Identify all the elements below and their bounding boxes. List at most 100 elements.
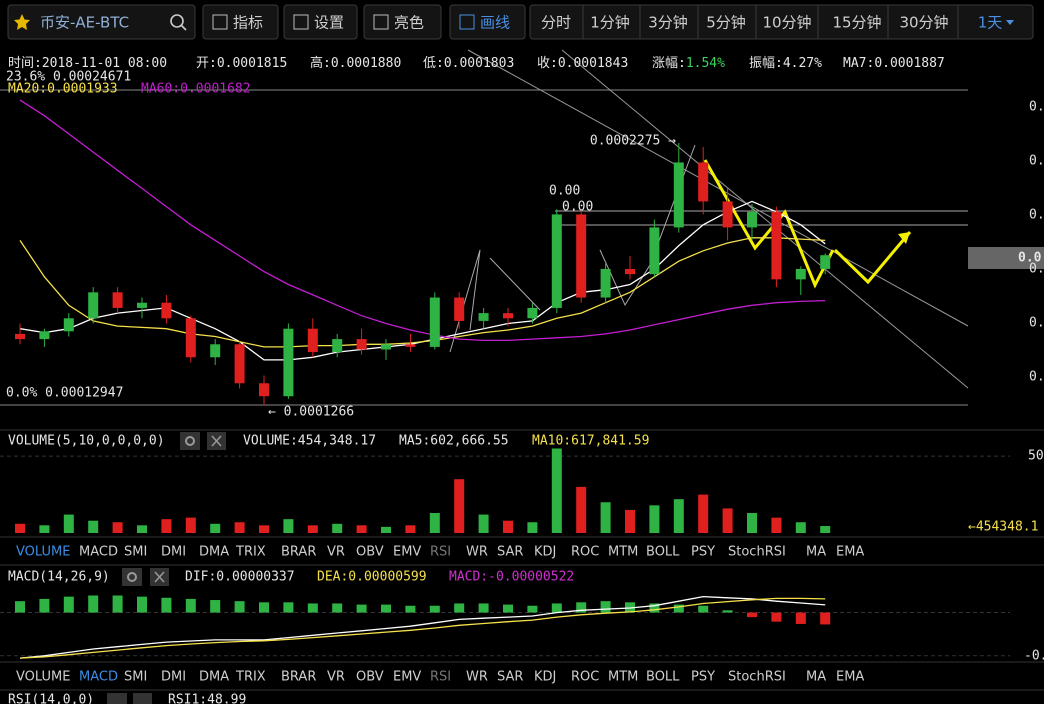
star-icon[interactable] bbox=[14, 14, 30, 30]
period-tab[interactable]: 1分钟 bbox=[590, 14, 630, 32]
indicator-tab[interactable]: BRAR bbox=[281, 545, 316, 560]
candle-body bbox=[795, 268, 806, 280]
period-tab[interactable]: 10分钟 bbox=[762, 14, 811, 32]
macd-bar bbox=[381, 604, 391, 613]
period-tab[interactable]: 15分钟 bbox=[832, 14, 881, 32]
volume-bar bbox=[63, 514, 74, 533]
indicator-tab[interactable]: RSI bbox=[430, 545, 451, 560]
indicator-tab[interactable]: MA bbox=[806, 545, 826, 560]
indicator-tab[interactable]: MTM bbox=[608, 545, 638, 560]
close-button[interactable] bbox=[133, 693, 152, 704]
volume-bar bbox=[649, 505, 660, 533]
indicator-tab[interactable]: BOLL bbox=[646, 670, 680, 685]
indicator-tab[interactable]: VOLUME bbox=[16, 545, 70, 560]
indicator-tab[interactable]: KDJ bbox=[534, 670, 556, 685]
indicator-tab[interactable]: SAR bbox=[497, 545, 523, 560]
period-tab[interactable]: 30分钟 bbox=[899, 14, 948, 32]
toolbar-button[interactable] bbox=[449, 4, 526, 40]
indicator-tab[interactable]: BOLL bbox=[646, 545, 680, 560]
indicator-tab[interactable]: OBV bbox=[356, 545, 384, 560]
symbol: 币安-AE-BTC bbox=[40, 14, 129, 32]
indicator-tab[interactable]: MTM bbox=[608, 670, 638, 685]
indicator-tab[interactable]: SAR bbox=[497, 670, 523, 685]
indicator-tab[interactable]: EMV bbox=[393, 545, 421, 560]
volume-bar bbox=[429, 513, 440, 533]
macd-header: DIF:0.00000337 bbox=[185, 570, 295, 585]
volume-bar bbox=[503, 520, 513, 533]
volume-bar bbox=[795, 522, 806, 533]
high-label: 0.0002275 → bbox=[590, 134, 676, 149]
indicator-tab[interactable]: DMA bbox=[199, 670, 229, 685]
dif-line bbox=[19, 595, 826, 659]
indicator-tab[interactable]: DMA bbox=[199, 545, 229, 560]
toolbar: 币安-AE-BTC bbox=[7, 4, 1034, 40]
volume-bar bbox=[698, 494, 709, 533]
current-price-label: 0.0 bbox=[1018, 251, 1042, 266]
volume-bar bbox=[15, 523, 25, 533]
period-tab[interactable]: 5分钟 bbox=[706, 14, 746, 32]
indicator-tab[interactable]: DMI bbox=[161, 545, 186, 560]
indicator-tab[interactable]: TRIX bbox=[235, 670, 266, 685]
indicator-tab[interactable]: EMA bbox=[836, 670, 864, 685]
macd-bar bbox=[112, 595, 123, 613]
toolbar-button[interactable] bbox=[202, 4, 279, 40]
indicator-tab[interactable]: TRIX bbox=[235, 545, 266, 560]
candle-body bbox=[576, 214, 587, 298]
volume-bar bbox=[771, 517, 782, 533]
indicator-tab[interactable]: VR bbox=[327, 545, 345, 560]
indicator-tab[interactable]: MACD bbox=[79, 670, 118, 685]
indicator-tab[interactable]: VOLUME bbox=[16, 670, 70, 685]
indicator-tab[interactable]: WR bbox=[466, 670, 488, 685]
drawn-mark: 0.00 bbox=[562, 200, 593, 215]
indicator-tab[interactable]: EMV bbox=[393, 670, 421, 685]
indicator-tab[interactable]: RSI bbox=[430, 670, 451, 685]
toolbar-button[interactable] bbox=[363, 4, 442, 40]
volume-bar bbox=[722, 508, 733, 533]
indicator-tab[interactable]: PSY bbox=[691, 670, 715, 685]
candle-body bbox=[381, 344, 391, 350]
indicator-tab[interactable]: DMI bbox=[161, 670, 186, 685]
macd-header: MACD:-0.00000522 bbox=[449, 570, 574, 585]
info-label: 涨幅: bbox=[652, 56, 686, 71]
macd-bar bbox=[234, 601, 245, 613]
indicator-tab[interactable]: KDJ bbox=[534, 545, 556, 560]
info-item: 振幅:4.27% bbox=[749, 56, 822, 71]
indicator-tab[interactable]: WR bbox=[466, 545, 488, 560]
toolbar-button[interactable] bbox=[283, 4, 358, 40]
macd-bar bbox=[15, 601, 25, 613]
macd-bar bbox=[673, 604, 684, 613]
macd-header: MACD(14,26,9) bbox=[8, 570, 110, 585]
volume-bar bbox=[478, 514, 489, 533]
info-value: 2018-11-01 08:00 bbox=[42, 56, 167, 71]
indicator-tab[interactable]: ROC bbox=[571, 545, 599, 560]
indicator-tab[interactable]: MACD bbox=[79, 545, 118, 560]
symbol-box[interactable] bbox=[7, 4, 196, 40]
macd-bar bbox=[185, 598, 196, 613]
button-icon bbox=[293, 14, 309, 30]
indicator-tab[interactable]: StochRSI bbox=[728, 670, 786, 685]
candle-body bbox=[332, 339, 343, 353]
indicator-tab[interactable]: PSY bbox=[691, 545, 715, 560]
trend-line bbox=[467, 49, 969, 327]
period-tab[interactable]: 1天 bbox=[978, 14, 1003, 32]
settings-button[interactable] bbox=[180, 432, 200, 450]
period-tab[interactable]: 分时 bbox=[541, 14, 571, 32]
period-tab[interactable]: 3分钟 bbox=[648, 14, 688, 32]
settings-button[interactable] bbox=[122, 568, 142, 586]
indicator-tab[interactable]: MA bbox=[806, 670, 826, 685]
settings-button[interactable] bbox=[107, 693, 127, 704]
indicator-tab[interactable]: OBV bbox=[356, 670, 384, 685]
search-icon[interactable] bbox=[170, 14, 184, 28]
indicator-tab[interactable]: BRAR bbox=[281, 670, 316, 685]
volume-bar bbox=[454, 479, 465, 533]
volume-bar bbox=[551, 448, 562, 533]
indicator-tab[interactable]: StochRSI bbox=[728, 545, 786, 560]
indicator-tab[interactable]: SMI bbox=[124, 670, 147, 685]
volume-header: MA5:602,666.55 bbox=[399, 434, 509, 449]
indicator-tab[interactable]: ROC bbox=[571, 670, 599, 685]
macd-bar bbox=[600, 601, 611, 613]
indicator-tab[interactable]: SMI bbox=[124, 545, 147, 560]
indicator-tab[interactable]: VR bbox=[327, 670, 345, 685]
indicator-tab[interactable]: EMA bbox=[836, 545, 864, 560]
dea-line bbox=[19, 597, 826, 659]
